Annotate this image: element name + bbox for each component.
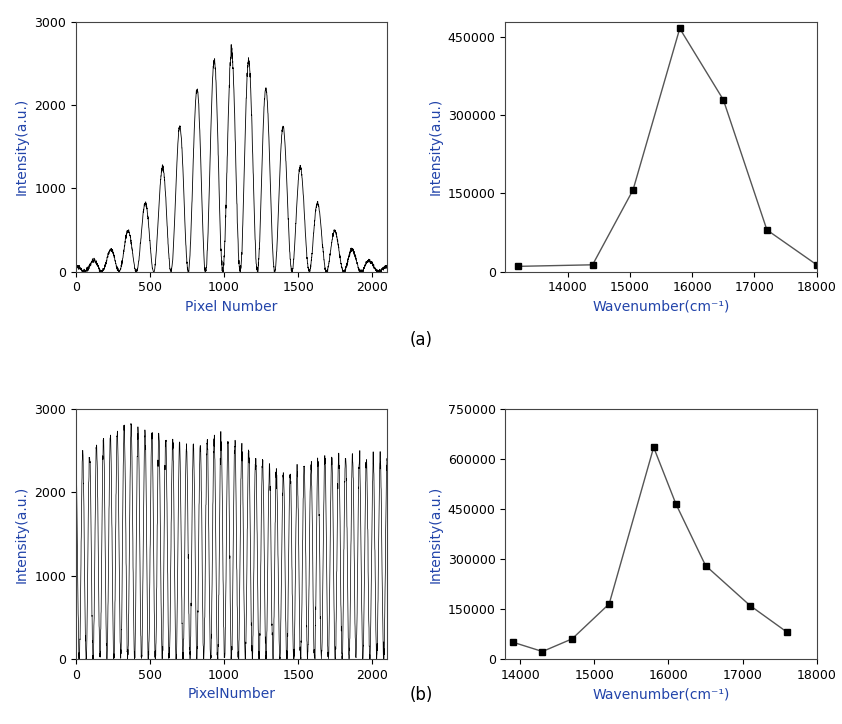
Text: (a): (a) bbox=[409, 332, 433, 349]
Y-axis label: Intensity(a.u.): Intensity(a.u.) bbox=[428, 485, 442, 583]
Y-axis label: Intensity(a.u.): Intensity(a.u.) bbox=[429, 98, 442, 195]
X-axis label: Pixel Number: Pixel Number bbox=[185, 300, 278, 313]
Y-axis label: Intensity(a.u.): Intensity(a.u.) bbox=[14, 485, 29, 583]
X-axis label: Wavenumber(cm⁻¹): Wavenumber(cm⁻¹) bbox=[593, 687, 730, 701]
X-axis label: PixelNumber: PixelNumber bbox=[188, 687, 275, 701]
Text: (b): (b) bbox=[409, 686, 433, 704]
Y-axis label: Intensity(a.u.): Intensity(a.u.) bbox=[14, 98, 29, 195]
X-axis label: Wavenumber(cm⁻¹): Wavenumber(cm⁻¹) bbox=[593, 300, 730, 313]
